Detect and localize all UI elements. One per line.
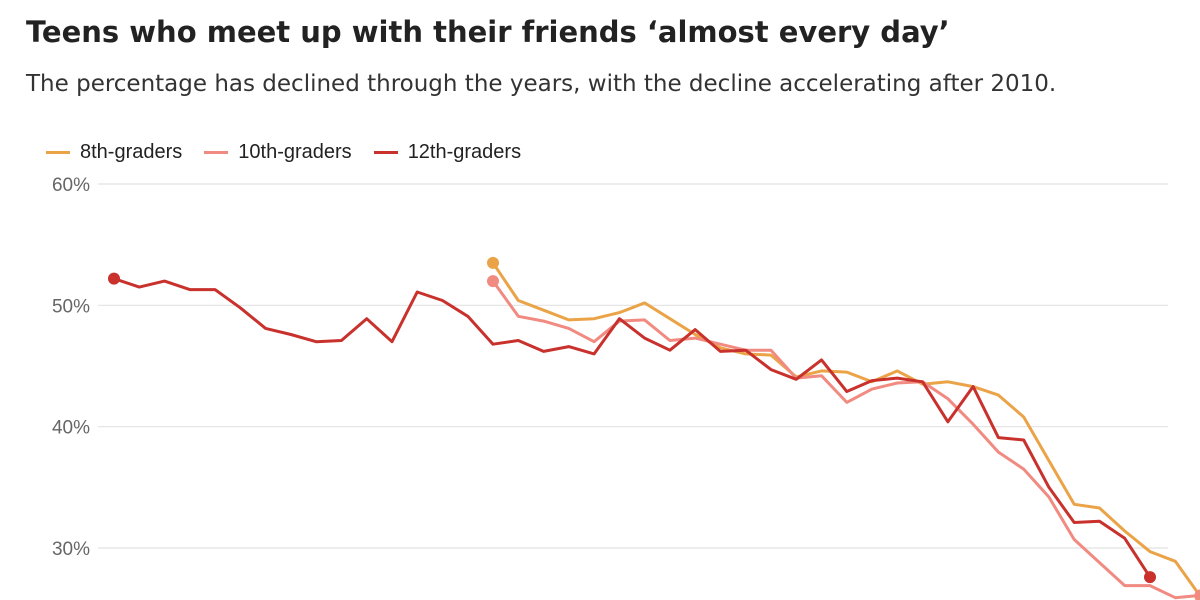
gridlines [98,183,1168,549]
legend-label-10th-graders: 10th-graders [238,140,352,163]
legend-item-10th-graders[interactable]: 10th-graders [204,140,352,164]
series-point-12th-graders-start[interactable] [108,272,120,285]
y-tick-label-60: 60% [52,175,90,196]
series-line-8th-graders[interactable] [491,261,1200,598]
series-line-10th-graders[interactable] [491,279,1200,600]
y-tick-label-30: 30% [52,539,90,560]
series-point-10th-graders-end[interactable] [1194,589,1200,600]
chart-subtitle: The percentage has declined through the … [26,71,1057,97]
legend: 8th-graders 10th-graders 12th-graders [46,139,543,165]
series-point-8th-graders-start[interactable] [487,256,499,269]
series-line-12th-graders[interactable] [112,277,1152,579]
legend-item-8th-graders[interactable]: 8th-graders [46,141,182,164]
series-lines [108,256,1200,600]
y-tick-label-50: 50% [52,296,90,317]
legend-label-8th-graders: 8th-graders [80,140,183,163]
legend-swatch-8th-graders [46,150,70,154]
legend-item-12th-graders[interactable]: 12th-graders [373,140,522,164]
y-tick-label-40: 40% [52,418,90,439]
y-axis-ticks: 60% 50% 40% 30% [52,175,90,560]
series-point-10th-graders-start[interactable] [487,275,499,288]
series-point-12th-graders-end[interactable] [1144,571,1156,584]
series-10th-graders [487,275,1200,600]
legend-swatch-10th-graders [204,150,229,154]
series-12th-graders [108,272,1156,584]
legend-label-12th-graders: 12th-graders [407,140,522,163]
legend-swatch-12th-graders [373,150,398,154]
chart-title: Teens who meet up with their friends ‘al… [26,15,950,49]
